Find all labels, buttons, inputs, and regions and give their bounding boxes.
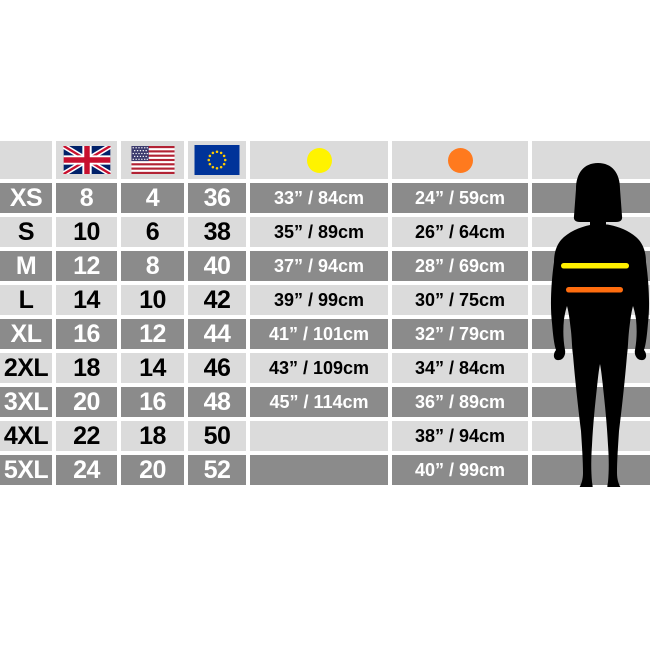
size-label: 5XL <box>0 455 52 485</box>
figure-column-cell <box>532 285 650 315</box>
eu-size-value: 48 <box>188 387 246 417</box>
waist-value: 30” / 75cm <box>392 285 528 315</box>
eu-size-value: 42 <box>188 285 246 315</box>
size-label: L <box>0 285 52 315</box>
figure-column-cell <box>532 217 650 247</box>
waist-value: 26” / 64cm <box>392 217 528 247</box>
uk-flag-icon <box>62 146 111 174</box>
us-size-value: 10 <box>121 285 184 315</box>
waist-value: 38” / 94cm <box>392 421 528 451</box>
eu-size-value: 38 <box>188 217 246 247</box>
uk-size-value: 24 <box>56 455 117 485</box>
figure-column-cell <box>532 319 650 349</box>
bust-value: 43” / 109cm <box>250 353 388 383</box>
header-bust-cell <box>250 141 388 179</box>
uk-size-value: 12 <box>56 251 117 281</box>
waist-value: 40” / 99cm <box>392 455 528 485</box>
us-size-value: 14 <box>121 353 184 383</box>
us-size-value: 8 <box>121 251 184 281</box>
header-us-cell <box>121 141 184 179</box>
uk-size-value: 14 <box>56 285 117 315</box>
us-size-value: 12 <box>121 319 184 349</box>
eu-size-value: 52 <box>188 455 246 485</box>
waist-value: 36” / 89cm <box>392 387 528 417</box>
bust-value: 33” / 84cm <box>250 183 388 213</box>
header-eu-cell <box>188 141 246 179</box>
bust-value: 35” / 89cm <box>250 217 388 247</box>
bust-marker-icon <box>306 147 332 173</box>
bust-value: 37” / 94cm <box>250 251 388 281</box>
waist-value: 32” / 79cm <box>392 319 528 349</box>
size-label: 2XL <box>0 353 52 383</box>
size-label: S <box>0 217 52 247</box>
uk-size-value: 10 <box>56 217 117 247</box>
waist-marker-icon <box>447 147 473 173</box>
waist-value: 28” / 69cm <box>392 251 528 281</box>
us-size-value: 18 <box>121 421 184 451</box>
figure-column-cell <box>532 387 650 417</box>
us-flag-icon <box>130 146 175 174</box>
eu-size-value: 50 <box>188 421 246 451</box>
bust-value: 45” / 114cm <box>250 387 388 417</box>
header-size-cell <box>0 141 52 179</box>
bust-value <box>250 421 388 451</box>
figure-column-cell <box>532 183 650 213</box>
header-waist-cell <box>392 141 528 179</box>
bust-value: 39” / 99cm <box>250 285 388 315</box>
uk-size-value: 20 <box>56 387 117 417</box>
uk-size-value: 16 <box>56 319 117 349</box>
header-uk-cell <box>56 141 117 179</box>
figure-column-cell <box>532 455 650 485</box>
figure-column-cell <box>532 421 650 451</box>
eu-flag-icon <box>194 145 240 175</box>
us-size-value: 4 <box>121 183 184 213</box>
size-label: 4XL <box>0 421 52 451</box>
header-figure-cell <box>532 141 650 179</box>
uk-size-value: 22 <box>56 421 117 451</box>
us-size-value: 6 <box>121 217 184 247</box>
figure-column-cell <box>532 353 650 383</box>
us-size-value: 20 <box>121 455 184 485</box>
size-label: 3XL <box>0 387 52 417</box>
size-label: M <box>0 251 52 281</box>
waist-value: 24” / 59cm <box>392 183 528 213</box>
us-size-value: 16 <box>121 387 184 417</box>
eu-size-value: 40 <box>188 251 246 281</box>
size-label: XL <box>0 319 52 349</box>
uk-size-value: 8 <box>56 183 117 213</box>
uk-size-value: 18 <box>56 353 117 383</box>
bust-value <box>250 455 388 485</box>
size-chart-grid: XS 8 4 36 33” / 84cm 24” / 59cm S 10 6 3… <box>0 141 650 485</box>
figure-column-cell <box>532 251 650 281</box>
eu-size-value: 44 <box>188 319 246 349</box>
waist-value: 34” / 84cm <box>392 353 528 383</box>
size-chart: XS 8 4 36 33” / 84cm 24” / 59cm S 10 6 3… <box>0 141 650 487</box>
bust-value: 41” / 101cm <box>250 319 388 349</box>
size-label: XS <box>0 183 52 213</box>
eu-size-value: 36 <box>188 183 246 213</box>
eu-size-value: 46 <box>188 353 246 383</box>
